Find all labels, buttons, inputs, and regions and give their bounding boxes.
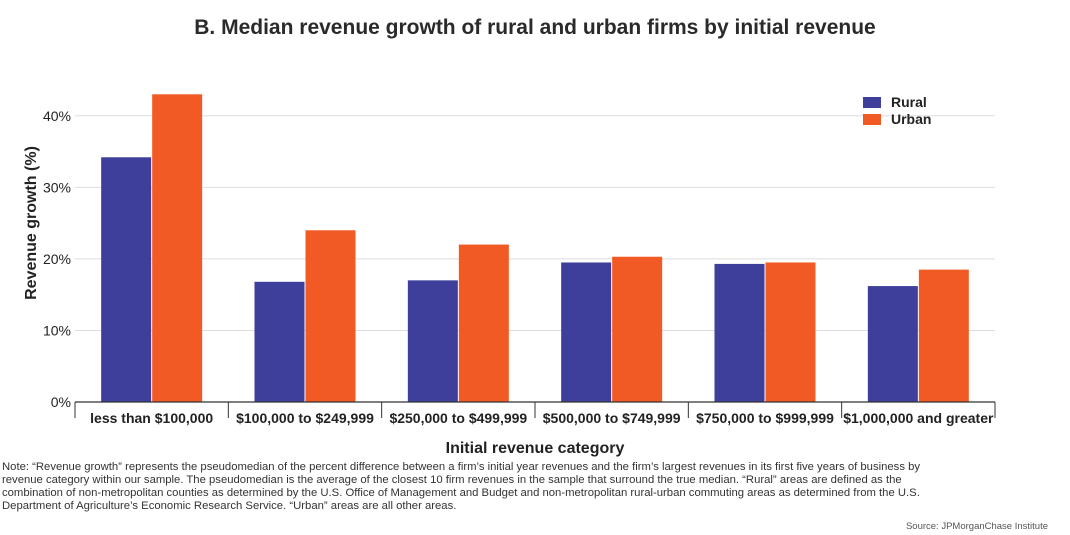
bar-urban: [612, 256, 663, 402]
bars: [101, 94, 969, 403]
x-tick-label: $750,000 to $999,999: [696, 410, 834, 426]
x-axis: [74, 401, 996, 418]
chart-title: B. Median revenue growth of rural and ur…: [194, 16, 876, 39]
bar-chart: 0% 10% 20% 30% 40% less than $100,000 $100,000…: [23, 94, 996, 457]
bar-rural: [867, 286, 918, 402]
footnote: Note: “Revenue growth” represents the ps…: [2, 461, 921, 512]
x-tick-label: $1,000,000 and greater: [843, 410, 994, 426]
axis-labels: 0% 10% 20% 30% 40% less than $100,000 $100,000…: [43, 108, 994, 426]
y-tick-label: 20%: [43, 251, 71, 267]
legend-label-rural: Rural: [891, 94, 927, 110]
x-tick-label: less than $100,000: [90, 410, 213, 426]
x-tick-label: $500,000 to $749,999: [543, 410, 681, 426]
bar-urban: [765, 262, 816, 402]
y-axis-title: Revenue growth (%): [23, 146, 40, 300]
bar-rural: [407, 280, 458, 402]
legend-label-urban: Urban: [891, 111, 931, 127]
bar-urban: [918, 269, 969, 402]
y-tick-label: 10%: [43, 322, 71, 338]
y-tick-label: 40%: [43, 108, 71, 124]
x-tick-label: $100,000 to $249,999: [236, 410, 374, 426]
gridlines: [75, 115, 995, 331]
legend-swatch-rural: [863, 97, 881, 108]
bar-urban: [305, 230, 356, 402]
x-tick-label: $250,000 to $499,999: [389, 410, 527, 426]
bar-urban: [152, 94, 203, 403]
x-axis-title: Initial revenue category: [446, 440, 625, 457]
y-tick-label: 30%: [43, 179, 71, 195]
bar-rural: [561, 262, 612, 402]
bar-rural: [101, 157, 152, 402]
bar-rural: [714, 263, 765, 402]
legend-swatch-urban: [863, 114, 881, 125]
y-tick-label: 0%: [51, 394, 71, 410]
source-credit: Source: JPMorganChase Institute: [905, 521, 1048, 532]
bar-rural: [254, 281, 305, 402]
bar-urban: [458, 244, 509, 402]
